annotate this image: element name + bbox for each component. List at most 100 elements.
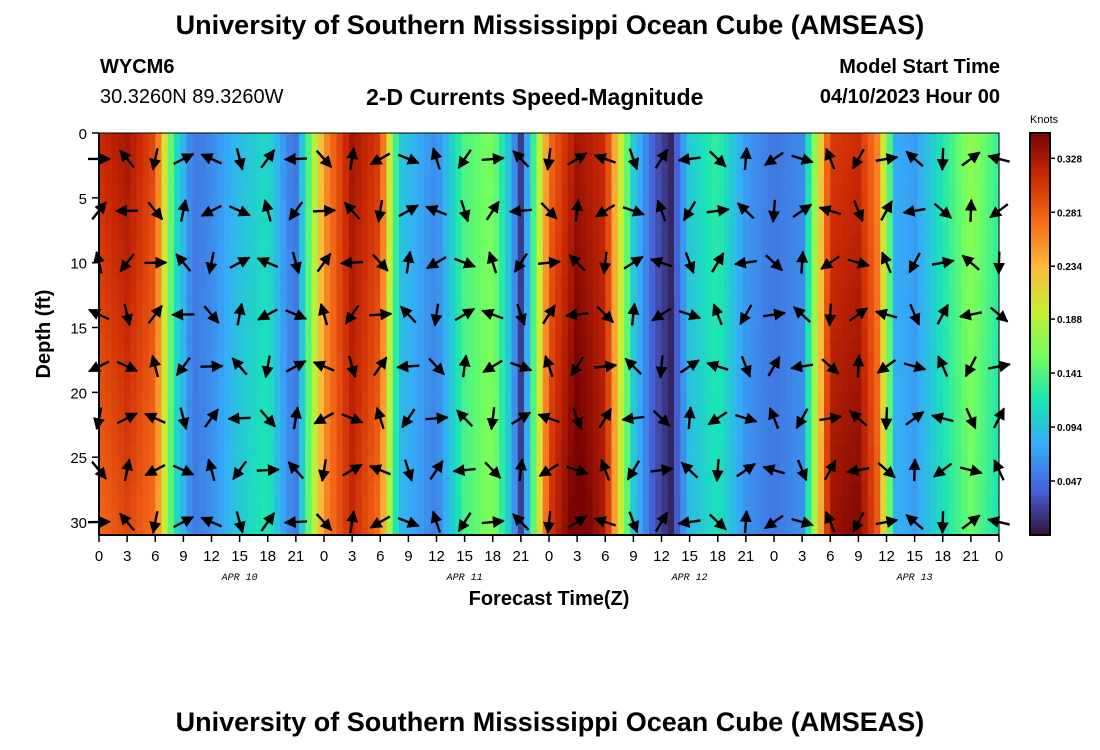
x-tick-label: 21	[963, 548, 980, 565]
heat-cell	[186, 236, 194, 251]
heat-cell	[849, 509, 856, 523]
heat-cell	[224, 145, 231, 160]
heat-cell	[317, 522, 325, 536]
heat-cell	[624, 327, 631, 342]
heat-cell	[949, 457, 956, 471]
heat-cell	[105, 210, 113, 225]
heat-cell	[942, 327, 950, 342]
heat-cell	[261, 288, 269, 303]
heat-cell	[649, 379, 656, 393]
heat-cell	[911, 158, 919, 173]
heat-cell	[280, 184, 288, 199]
y-tick-label: 5	[79, 191, 87, 208]
heat-cell	[561, 366, 569, 380]
heat-cell	[174, 133, 181, 147]
heat-cell	[742, 340, 750, 355]
heat-cell	[855, 171, 863, 186]
current-arrow	[481, 308, 504, 321]
heat-cell	[961, 418, 969, 432]
heat-cell	[699, 379, 706, 393]
heat-cell	[561, 197, 569, 212]
heat-cell	[155, 392, 163, 406]
heat-cell	[967, 444, 975, 458]
heat-cell	[261, 392, 269, 406]
heat-cell	[767, 288, 775, 303]
heat-cell	[161, 509, 169, 523]
heat-cell	[961, 171, 969, 186]
heat-cell	[467, 522, 475, 536]
heat-cell	[692, 457, 700, 471]
heat-cell	[730, 223, 738, 238]
heat-cell	[142, 301, 150, 316]
current-arrow	[791, 516, 814, 528]
heat-cell	[730, 197, 738, 212]
heat-cell	[524, 444, 531, 458]
heat-cell	[217, 379, 225, 393]
current-arrow	[627, 302, 640, 326]
heat-cell	[967, 158, 975, 173]
heat-cell	[724, 223, 731, 238]
heat-cell	[361, 405, 369, 419]
heat-cell	[455, 418, 463, 432]
heat-cell	[180, 145, 188, 160]
heat-cell	[974, 379, 981, 393]
heat-cell	[330, 509, 338, 523]
heat-cell	[230, 262, 238, 277]
heat-cell	[611, 379, 619, 393]
heat-cell	[167, 418, 175, 432]
heat-cell	[317, 496, 325, 510]
heat-cell	[417, 470, 425, 484]
heat-cell	[180, 522, 188, 536]
heat-cell	[224, 210, 231, 225]
heat-cell	[230, 483, 238, 497]
heat-cell	[692, 210, 700, 225]
current-arrow	[200, 516, 223, 528]
heat-cell	[949, 392, 956, 406]
heat-cell	[411, 379, 419, 393]
heat-cell	[824, 210, 831, 225]
heat-cell	[786, 314, 794, 329]
heatmap-cells	[99, 133, 1000, 536]
heat-cell	[249, 353, 256, 368]
heat-cell	[336, 509, 344, 523]
current-arrow	[678, 308, 702, 321]
heat-cell	[280, 353, 288, 368]
heat-cell	[111, 483, 119, 497]
heat-cell	[442, 392, 450, 406]
heat-cell	[524, 145, 531, 160]
heat-cell	[992, 288, 1000, 303]
heat-cell	[842, 314, 850, 329]
heat-cell	[561, 249, 569, 264]
heat-cell	[674, 405, 681, 419]
current-arrow	[173, 515, 195, 529]
current-arrow	[397, 153, 420, 165]
heat-cell	[674, 249, 681, 264]
heat-cell	[905, 522, 913, 536]
heat-cell	[686, 158, 694, 173]
heat-cell	[180, 470, 188, 484]
heat-cell	[136, 457, 144, 471]
heat-cell	[774, 314, 781, 329]
heat-cell	[705, 509, 713, 523]
heat-cell	[324, 392, 331, 406]
heat-cell	[392, 275, 400, 290]
heat-cell	[805, 457, 813, 471]
heat-cell	[755, 301, 763, 316]
heat-cell	[774, 366, 781, 380]
heat-cell	[542, 223, 550, 238]
heat-cell	[849, 288, 856, 303]
heat-cell	[492, 340, 500, 355]
heat-cell	[505, 275, 513, 290]
heat-cell	[117, 184, 125, 199]
current-arrow	[173, 152, 195, 165]
heat-cell	[442, 197, 450, 212]
heat-cell	[230, 392, 238, 406]
heat-cell	[955, 470, 963, 484]
heat-cell	[324, 405, 331, 419]
x-tick-label: 0	[995, 548, 1003, 565]
heat-cell	[155, 483, 163, 497]
heat-cell	[161, 249, 169, 264]
heat-cell	[949, 145, 956, 160]
heat-cell	[399, 366, 406, 380]
heat-cell	[836, 288, 844, 303]
